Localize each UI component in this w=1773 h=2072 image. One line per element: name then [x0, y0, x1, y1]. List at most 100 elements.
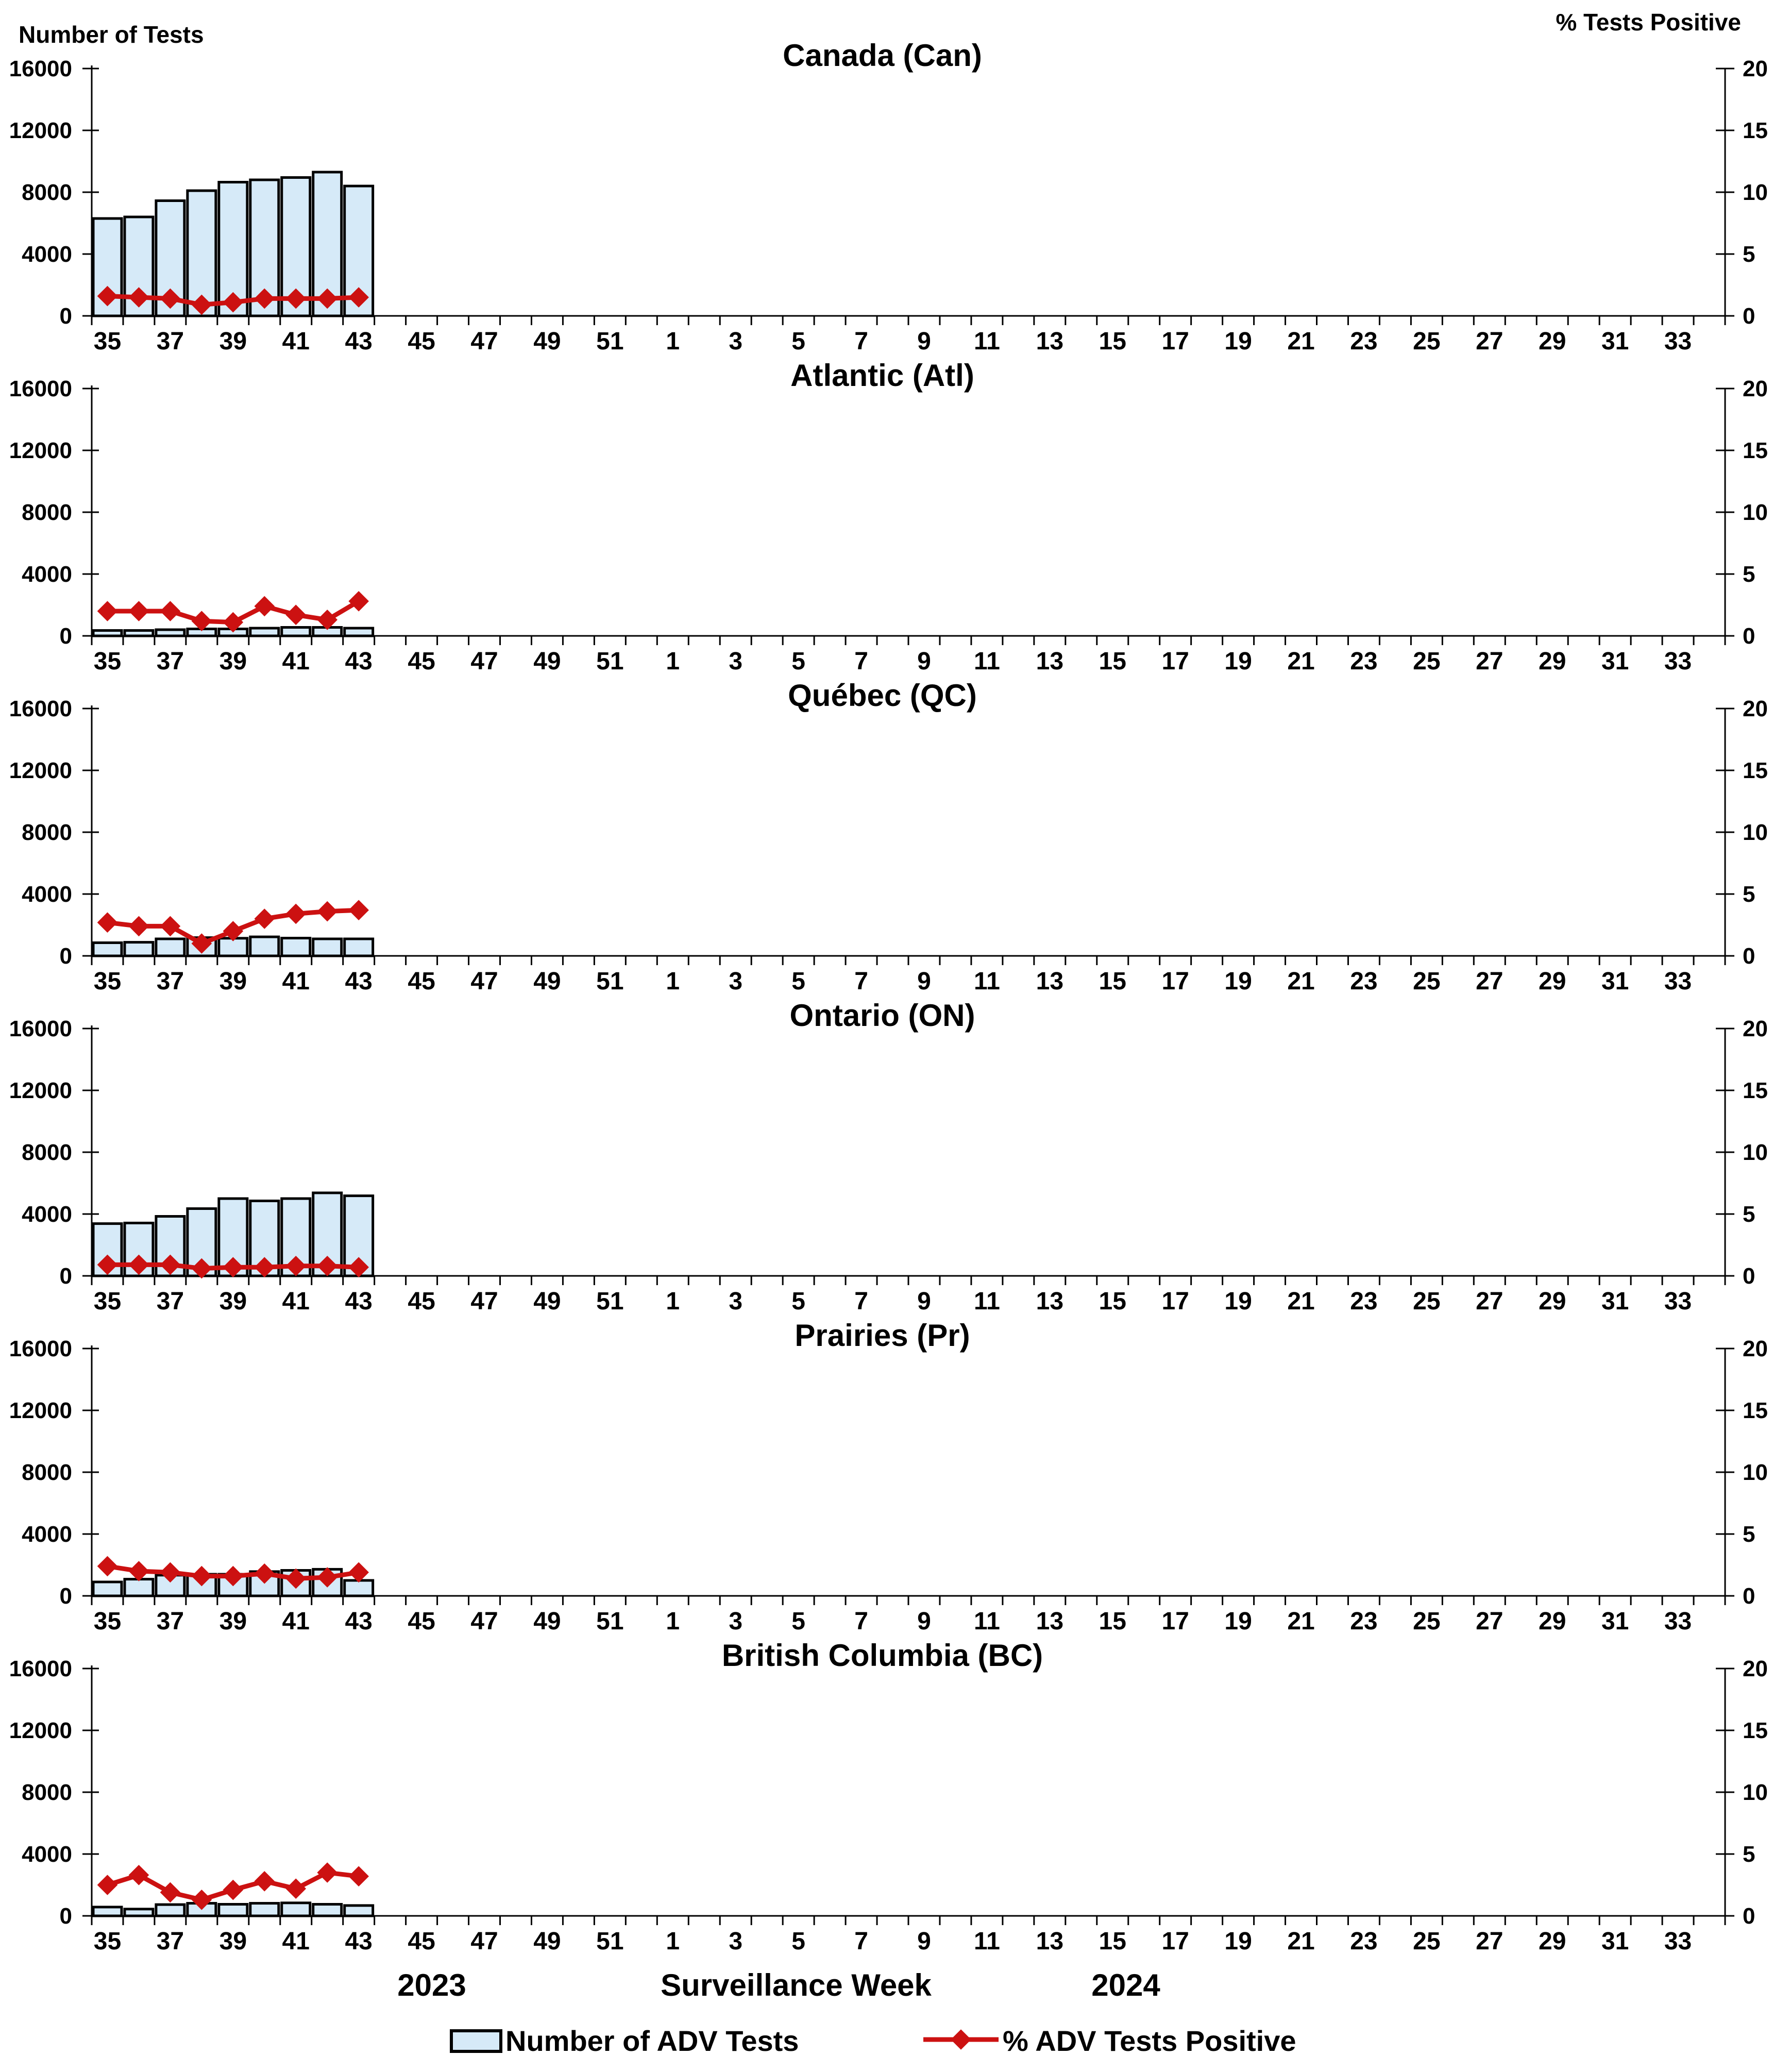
x-axis-week-label: 29 — [1539, 1608, 1566, 1635]
legend-item-pct-positive: % ADV Tests Positive — [922, 2024, 1296, 2058]
tests-bar — [343, 627, 375, 637]
pct-positive-diamond — [285, 1568, 307, 1589]
x-axis-week-label: 11 — [974, 968, 1000, 995]
x-axis-week-label: 35 — [94, 648, 121, 675]
tests-bar — [312, 937, 343, 957]
x-axis-week-label: 23 — [1350, 328, 1377, 355]
x-axis-week-label: 35 — [94, 1928, 121, 1955]
x-axis-week-label: 5 — [791, 648, 805, 675]
x-axis-week-label: 47 — [470, 328, 498, 355]
pct-positive-diamond — [317, 610, 338, 630]
x-axis-week-label: 13 — [1036, 1288, 1063, 1315]
pct-positive-diamond — [317, 288, 338, 309]
x-axis-week-label: 45 — [408, 1608, 435, 1635]
left-axis-tick-label: 8000 — [22, 1780, 72, 1805]
pct-positive-diamond — [160, 601, 181, 621]
right-axis-title: % Tests Positive — [1556, 9, 1741, 36]
x-axis-week-label: 25 — [1413, 1288, 1440, 1315]
right-axis-tick-label: 20 — [1743, 1336, 1768, 1361]
x-axis-week-label: 39 — [219, 1288, 247, 1315]
x-axis-week-label: 3 — [729, 1928, 742, 1955]
tests-bar — [280, 937, 312, 957]
right-axis-tick-label: 0 — [1743, 1584, 1755, 1609]
pct-positive-diamond — [97, 285, 118, 307]
x-axis-week-label: 19 — [1224, 328, 1252, 355]
tests-bar — [280, 1901, 312, 1917]
tests-bar — [123, 1908, 155, 1917]
x-axis-week-label: 15 — [1099, 1608, 1126, 1635]
x-axis-week-label: 11 — [974, 328, 1000, 355]
x-axis-week-label: 17 — [1161, 1608, 1189, 1635]
x-axis-week-label: 17 — [1161, 1928, 1189, 1955]
right-axis-tick-label: 10 — [1743, 500, 1768, 525]
x-axis-week-label: 3 — [729, 328, 742, 355]
x-axis-week-label: 31 — [1601, 648, 1629, 675]
tests-bar — [343, 937, 375, 957]
left-axis-tick-label: 4000 — [22, 1842, 72, 1867]
right-axis-tick-label: 0 — [1743, 1264, 1755, 1289]
tests-bar — [249, 935, 280, 957]
pct-positive-diamond — [348, 900, 369, 920]
tests-bar — [312, 1903, 343, 1917]
x-axis-week-label: 21 — [1287, 1288, 1314, 1315]
tests-bar — [92, 941, 123, 957]
pct-positive-diamond — [191, 294, 212, 315]
x-axis-week-label: 9 — [917, 328, 931, 355]
x-axis-week-label: 5 — [791, 968, 805, 995]
x-axis-week-label: 9 — [917, 968, 931, 995]
x-axis-week-label: 37 — [157, 328, 184, 355]
x-axis-week-label: 27 — [1476, 328, 1503, 355]
x-axis-week-label: 35 — [94, 1288, 121, 1315]
right-axis-tick-label: 20 — [1743, 56, 1768, 81]
x-axis-week-label: 3 — [729, 648, 742, 675]
x-axis-week-label: 25 — [1413, 328, 1440, 355]
x-axis-week-label: 15 — [1099, 1288, 1126, 1315]
x-axis-week-label: 39 — [219, 648, 247, 675]
x-axis-week-label: 5 — [791, 1928, 805, 1955]
year-2024-label: 2024 — [1091, 1968, 1160, 2002]
x-axis-week-label: 27 — [1476, 1928, 1503, 1955]
x-axis-week-label: 35 — [94, 968, 121, 995]
tests-bar — [343, 1579, 375, 1597]
x-axis-week-label: 41 — [282, 648, 310, 675]
right-axis-tick-label: 5 — [1743, 1522, 1755, 1547]
left-axis-tick-label: 4000 — [22, 1202, 72, 1227]
x-axis-week-label: 29 — [1539, 328, 1566, 355]
pct-positive-diamond — [191, 1258, 212, 1279]
right-axis-tick-label: 5 — [1743, 1842, 1755, 1867]
left-axis-tick-label: 4000 — [22, 882, 72, 907]
x-axis-week-label: 27 — [1476, 1608, 1503, 1635]
x-axis-week-label: 23 — [1350, 648, 1377, 675]
left-axis-tick-label: 16000 — [9, 376, 72, 401]
left-axis-tick-label: 4000 — [22, 1522, 72, 1547]
x-axis-week-label: 27 — [1476, 1288, 1503, 1315]
x-axis-week-label: 37 — [157, 1928, 184, 1955]
x-axis-week-label: 21 — [1287, 328, 1314, 355]
left-axis-tick-label: 12000 — [9, 1718, 72, 1743]
x-axis-week-label: 47 — [470, 1608, 498, 1635]
x-axis-week-label: 3 — [729, 1608, 742, 1635]
x-axis-week-label: 11 — [974, 648, 1000, 675]
right-axis-tick-label: 0 — [1743, 304, 1755, 329]
x-axis-week-label: 39 — [219, 1608, 247, 1635]
x-axis-week-label: 39 — [219, 968, 247, 995]
right-axis-tick-label: 20 — [1743, 696, 1768, 721]
tests-bar — [249, 627, 280, 637]
x-axis-week-label: 17 — [1161, 648, 1189, 675]
pct-positive-diamond — [254, 1563, 275, 1584]
right-axis-tick-label: 15 — [1743, 1078, 1768, 1103]
x-axis-week-label: 37 — [157, 1608, 184, 1635]
x-axis-week-label: 29 — [1539, 1928, 1566, 1955]
x-axis-week-label: 41 — [282, 1608, 310, 1635]
tests-bar — [217, 937, 249, 957]
tests-bar — [123, 941, 155, 957]
x-axis-week-label: 15 — [1099, 648, 1126, 675]
x-axis-week-label: 51 — [596, 1928, 623, 1955]
tests-bar — [123, 629, 155, 637]
pct-positive-diamond — [223, 292, 244, 313]
tests-bar — [155, 937, 186, 957]
x-axis-week-label: 51 — [596, 328, 623, 355]
x-axis-week-label: 1 — [666, 648, 680, 675]
x-axis-week-label: 5 — [791, 1608, 805, 1635]
